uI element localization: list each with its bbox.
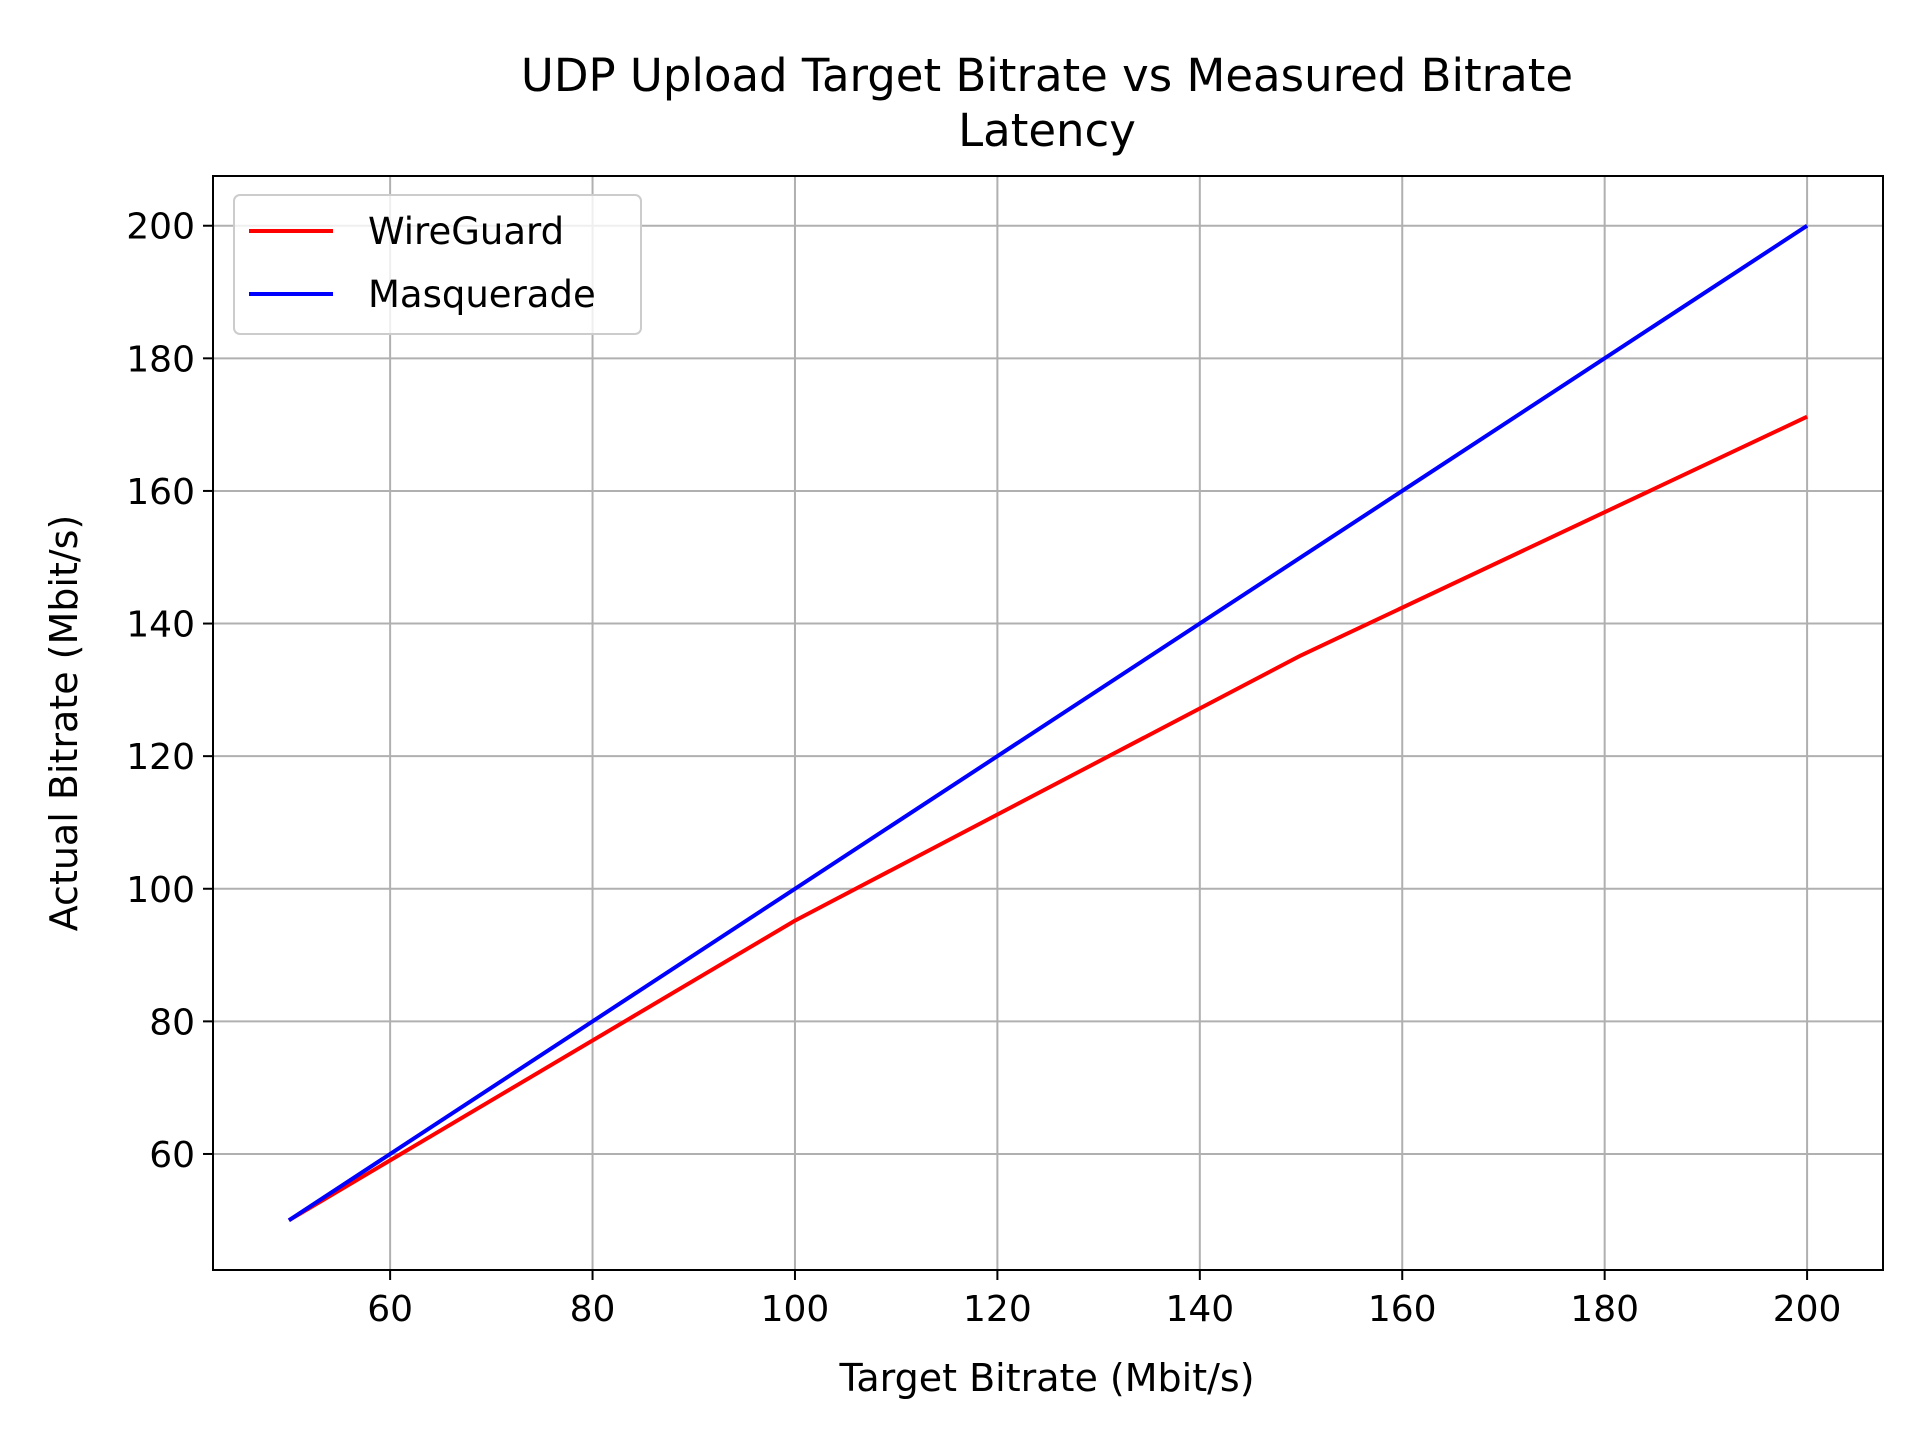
y-tick-label: 200 (126, 207, 195, 248)
legend-label-masquerade: Masquerade (368, 273, 596, 316)
x-tick-label: 80 (570, 1289, 616, 1330)
x-tick-label: 200 (1773, 1289, 1842, 1330)
legend-box (233, 194, 642, 335)
y-axis-label: Actual Bitrate (Mbit/s) (42, 515, 86, 932)
legend: WireGuard Masquerade (233, 194, 642, 335)
chart-subtitle: Latency (958, 104, 1136, 157)
chart-title: UDP Upload Target Bitrate vs Measured Bi… (521, 49, 1573, 102)
x-tick-label: 100 (761, 1289, 830, 1330)
y-tick-label: 180 (126, 339, 195, 380)
x-tick-label: 180 (1570, 1289, 1639, 1330)
x-tick-label: 120 (963, 1289, 1032, 1330)
plot-area-frame (212, 175, 1884, 1271)
y-tick-label: 100 (126, 870, 195, 911)
y-tick-label: 60 (149, 1135, 195, 1176)
y-tick-label: 80 (149, 1002, 195, 1043)
axis-ticks: 60 80 100 120 140 160 180 200 60 80 100 120 140 160 18… (126, 207, 1841, 1330)
y-tick-label: 140 (126, 605, 195, 646)
legend-label-wireguard: WireGuard (368, 210, 564, 253)
y-tick-label: 160 (126, 472, 195, 513)
x-tick-label: 140 (1165, 1289, 1234, 1330)
series-lines (287, 224, 1809, 1223)
x-axis-label: Target Bitrate (Mbit/s) (838, 1356, 1254, 1400)
grid-lines (213, 176, 1883, 1270)
x-tick-label: 60 (367, 1289, 413, 1330)
y-tick-label: 120 (126, 737, 195, 778)
series-line-masquerade (287, 224, 1809, 1222)
series-line-wireguard (287, 414, 1808, 1223)
x-tick-label: 160 (1368, 1289, 1437, 1330)
